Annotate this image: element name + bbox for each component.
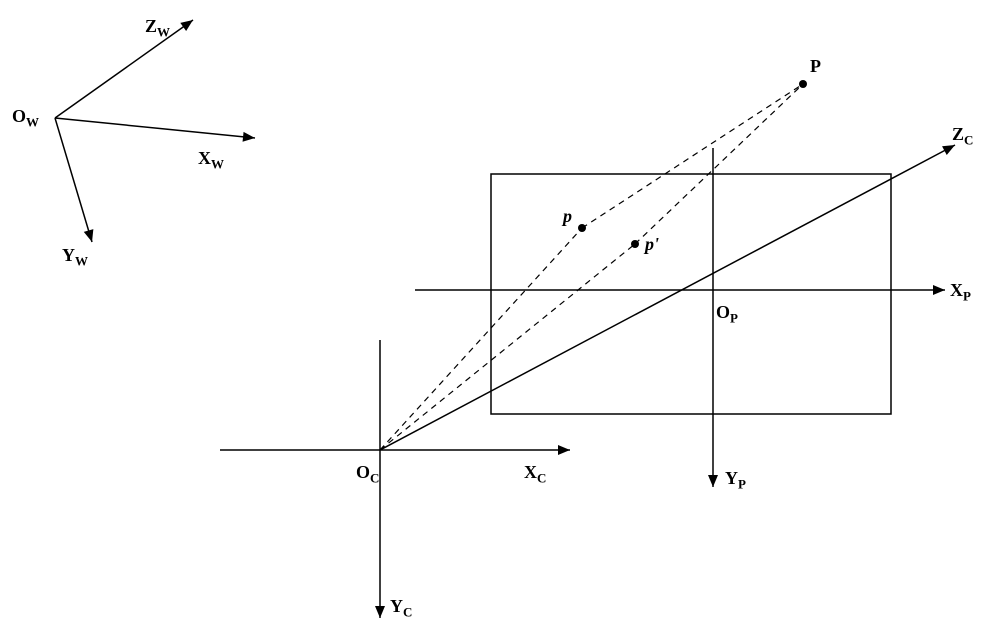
label-Op: OP bbox=[716, 302, 738, 327]
label-Zc: ZC bbox=[952, 124, 973, 149]
label-Oc: OC bbox=[356, 462, 379, 487]
label-Yp: YP bbox=[725, 468, 746, 493]
coordinate-diagram bbox=[0, 0, 1000, 638]
label-p-distorted: p' bbox=[645, 234, 659, 255]
label-Xc: XC bbox=[524, 462, 546, 487]
label-Xw: XW bbox=[198, 148, 224, 173]
label-P: P bbox=[810, 56, 821, 77]
label-Xp: XP bbox=[950, 280, 971, 305]
label-Yc: YC bbox=[390, 596, 412, 621]
label-Ow: OW bbox=[12, 106, 39, 131]
label-p-ideal: p bbox=[563, 206, 572, 227]
label-Yw: YW bbox=[62, 245, 88, 270]
label-Zw: ZW bbox=[145, 16, 170, 41]
